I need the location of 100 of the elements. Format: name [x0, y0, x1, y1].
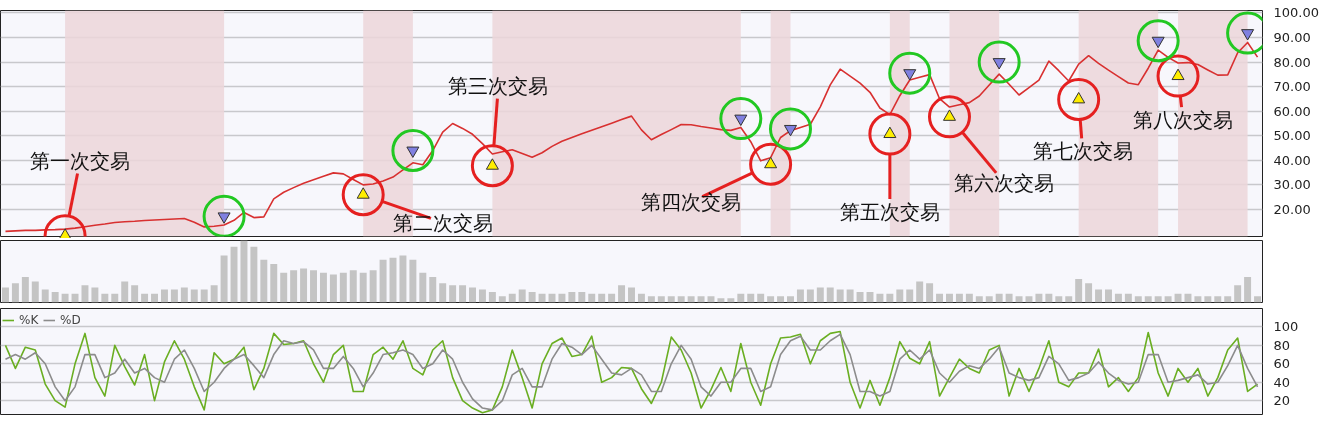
bar: [439, 283, 447, 303]
bar: [339, 272, 347, 303]
bar: [1144, 296, 1152, 303]
bar: [300, 268, 308, 303]
point: [868, 112, 912, 156]
bar: [260, 259, 268, 303]
point: [341, 173, 385, 217]
point: [391, 129, 435, 172]
bar: [101, 293, 109, 303]
bar: [1184, 293, 1192, 303]
annotation: 第四次交易: [640, 190, 741, 215]
bar: [1085, 283, 1093, 303]
bar: [647, 296, 655, 303]
bar: [856, 291, 864, 303]
bar: [1174, 293, 1182, 303]
bar: [737, 293, 745, 303]
bar: [628, 287, 635, 303]
bar: [1124, 293, 1132, 303]
bar: [151, 293, 158, 303]
bar: [667, 296, 675, 303]
bar: [896, 289, 904, 303]
point: [1136, 19, 1180, 63]
bar: [210, 285, 218, 303]
point: [1156, 54, 1200, 98]
annotation: 第六次交易: [954, 170, 1055, 195]
bar: [906, 289, 914, 303]
bar: [1164, 296, 1172, 303]
point: [1057, 77, 1101, 121]
bar: [598, 293, 606, 303]
bar: [946, 293, 953, 303]
bar: [51, 291, 59, 303]
bar: [469, 287, 476, 303]
bar: [796, 289, 804, 303]
bar: [180, 287, 188, 303]
bar: [369, 270, 377, 303]
y-tick-label: 60.00: [1273, 103, 1311, 119]
bar: [200, 289, 208, 303]
bar: [329, 274, 337, 303]
bar: [916, 281, 924, 303]
bar: [806, 289, 814, 303]
bar: [459, 285, 467, 303]
annotation: 第一次交易: [30, 148, 131, 173]
bar: [449, 285, 457, 303]
bar: [568, 291, 576, 303]
bar: [310, 270, 317, 303]
bar: [926, 283, 934, 303]
bar: [170, 289, 178, 303]
bar: [1045, 293, 1053, 303]
point: [58, 228, 72, 238]
bar: [1015, 296, 1023, 303]
y-tick-label: 40: [1273, 374, 1291, 390]
bar: [697, 296, 705, 303]
legend-label: %D: [60, 313, 81, 327]
bar: [826, 287, 834, 303]
y-tick-label: 30.00: [1273, 177, 1311, 193]
bar: [240, 240, 248, 303]
bar: [1095, 289, 1103, 303]
bar: [488, 291, 496, 303]
point: [749, 142, 793, 186]
y-tick-label: 90.00: [1273, 30, 1311, 46]
y-tick-label: 70.00: [1273, 79, 1311, 95]
y-tick-label: 20: [1273, 393, 1291, 409]
bar: [61, 293, 69, 303]
bar: [538, 293, 546, 303]
annotation: 第三次交易: [448, 73, 549, 98]
bar: [1234, 285, 1242, 303]
annotation: 第八次交易: [1133, 108, 1234, 133]
bar: [936, 293, 944, 303]
bar: [319, 272, 327, 303]
bar: [1005, 293, 1013, 303]
bar: [1, 287, 9, 303]
point: [470, 144, 514, 188]
bar: [717, 298, 725, 303]
bar: [111, 293, 119, 303]
bar: [131, 285, 139, 303]
point: [927, 95, 971, 139]
bar: [359, 272, 367, 303]
bar: [91, 287, 99, 303]
bar: [846, 289, 854, 303]
bar: [1065, 296, 1073, 303]
bar: [588, 293, 596, 303]
bar: [1035, 293, 1043, 303]
bar: [1134, 296, 1142, 303]
bar: [1204, 296, 1212, 303]
bar: [618, 285, 626, 303]
point: [202, 194, 246, 237]
bar: [767, 296, 775, 303]
point: [977, 40, 1021, 84]
bar: [1154, 296, 1162, 303]
bar: [1075, 278, 1083, 303]
y-tick-label: 50.00: [1273, 128, 1311, 144]
y-tick-label: 60: [1273, 356, 1291, 372]
bar: [687, 296, 695, 303]
bar: [290, 270, 298, 303]
bar: [41, 289, 49, 303]
y-tick-label: 100.00: [1273, 5, 1319, 21]
bar: [985, 296, 993, 303]
bar: [578, 291, 586, 303]
bar: [31, 281, 39, 303]
bar: [975, 296, 983, 303]
